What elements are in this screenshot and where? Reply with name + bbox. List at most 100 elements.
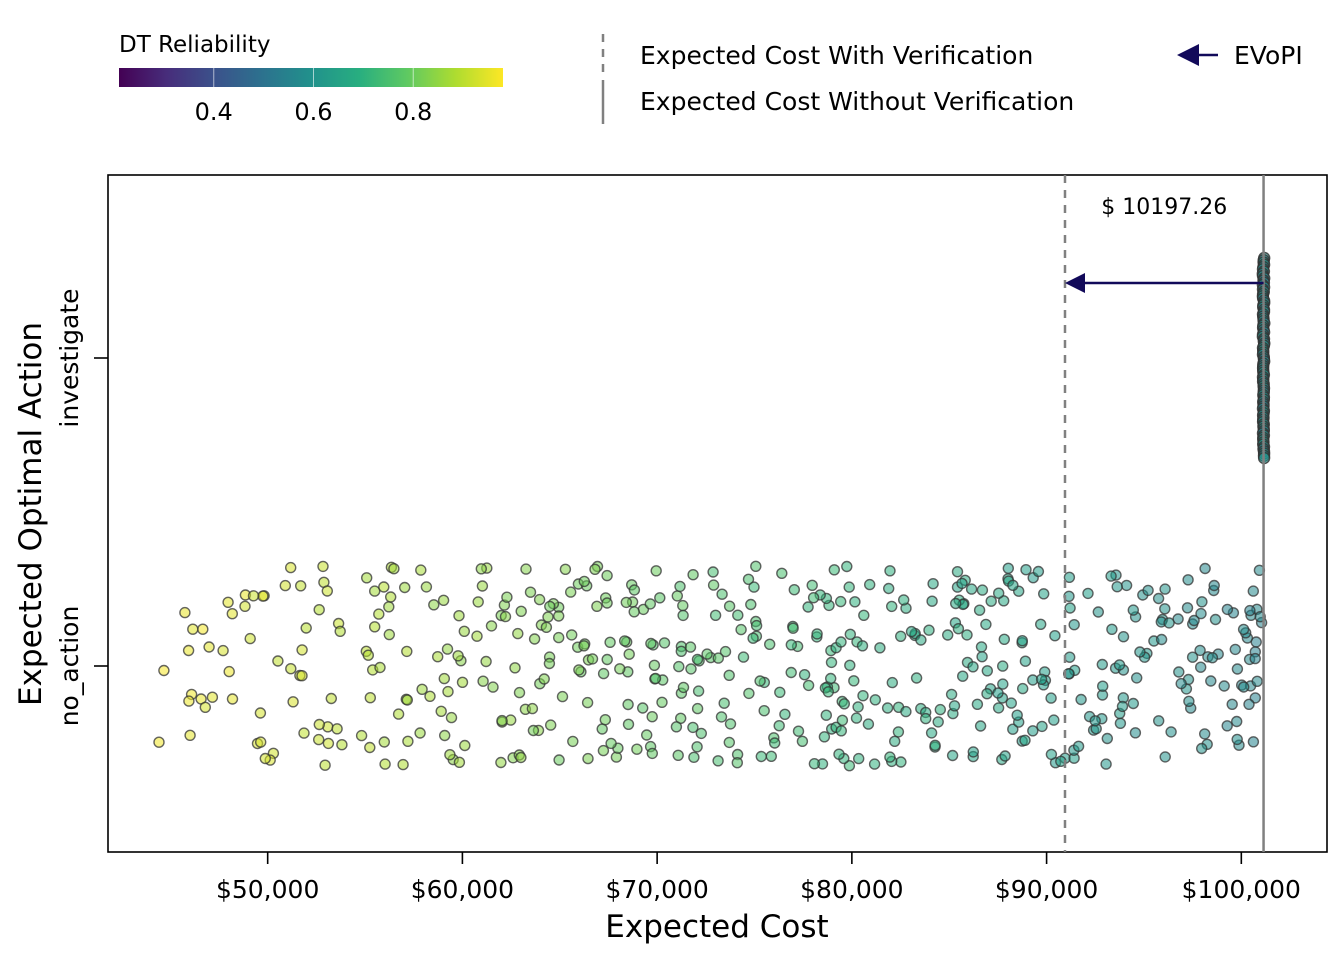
- scatter-point-no-action: [545, 719, 557, 731]
- scatter-point-no-action: [614, 663, 626, 675]
- scatter-point-no-action: [1196, 596, 1208, 608]
- legend-label-evopi: EVoPI: [1234, 41, 1303, 70]
- scatter-point-no-action: [1037, 588, 1050, 600]
- scatter-point-no-action: [701, 648, 713, 660]
- scatter-point-no-action: [975, 641, 988, 653]
- scatter-point-no-action: [1117, 631, 1130, 643]
- scatter-point-no-action: [1075, 693, 1087, 706]
- scatter-point-no-action: [589, 563, 601, 575]
- scatter-point-no-action: [712, 652, 724, 664]
- scatter-point-no-action: [787, 622, 799, 634]
- scatter-point-no-action: [849, 596, 861, 608]
- scatter-point-no-action: [742, 573, 755, 585]
- scatter-point-no-action: [644, 598, 656, 610]
- scatter-point-no-action: [515, 751, 527, 764]
- scatter-point-no-action: [764, 638, 776, 650]
- scatter-point-no-action: [153, 736, 165, 748]
- scatter-point-no-action: [825, 656, 838, 669]
- scatter-point-no-action: [886, 600, 898, 613]
- scatter-point-no-action: [825, 672, 837, 685]
- scatter-point-no-action: [604, 636, 616, 648]
- colorbar-tick-label: 0.8: [394, 98, 432, 126]
- scatter-point-no-action: [985, 595, 997, 607]
- scatter-point-no-action: [670, 721, 683, 733]
- scatter-point-no-action: [942, 629, 954, 641]
- x-axis-label: Expected Cost: [605, 909, 828, 945]
- scatter-point-no-action: [836, 714, 849, 726]
- scatter-point-no-action: [731, 757, 743, 769]
- scatter-point-no-action: [723, 736, 735, 749]
- scatter-point-no-action: [1134, 646, 1146, 658]
- scatter-point-no-action: [295, 580, 307, 592]
- scatter-point-no-action: [298, 727, 310, 739]
- scatter-point-no-action: [895, 630, 907, 642]
- scatter-point-no-action: [1221, 603, 1234, 616]
- scatter-point-no-action: [874, 642, 886, 654]
- x-tick-label: $80,000: [800, 875, 903, 904]
- scatter-point-no-action: [965, 583, 978, 595]
- scatter-point-no-action: [1186, 651, 1199, 663]
- scatter-point-no-action: [287, 696, 299, 708]
- scatter-point-no-action: [884, 565, 896, 577]
- scatter-point-no-action: [254, 707, 267, 719]
- scatter-point-no-action: [1159, 751, 1171, 763]
- scatter-point-no-action: [247, 590, 260, 602]
- scatter-point-no-action: [674, 580, 686, 593]
- scatter-point-no-action: [672, 749, 684, 761]
- scatter-point-no-action: [182, 644, 195, 657]
- x-tick-label: $70,000: [605, 875, 708, 904]
- scatter-point-no-action: [620, 596, 632, 609]
- colorbar-ticks: 0.4 0.6 0.8: [195, 68, 432, 126]
- scatter-point-no-action: [946, 749, 959, 762]
- scatter-point-no-action: [684, 641, 697, 653]
- scatter-point-no-action: [392, 708, 405, 720]
- scatter-point-no-action: [822, 686, 834, 698]
- scatter-point-no-action: [905, 625, 918, 638]
- scatter-point-no-action: [932, 716, 944, 728]
- scatter-point-no-action: [927, 578, 939, 590]
- scatter-point-no-action: [838, 698, 850, 710]
- x-tick-label: $60,000: [411, 875, 514, 904]
- scatter-point-no-action: [864, 578, 876, 591]
- scatter-point-no-action: [929, 739, 941, 751]
- scatter-point-no-action: [1208, 579, 1220, 592]
- scatter-point-no-action: [453, 610, 465, 622]
- scatter-point-no-action: [843, 581, 855, 593]
- scatter-point-no-action: [438, 672, 450, 685]
- scatter-point-no-action: [961, 629, 973, 641]
- scatter-point-no-action: [553, 610, 565, 622]
- scatter-point-no-action: [765, 750, 777, 762]
- scatter-point-no-action: [798, 669, 811, 681]
- scatter-point-no-action: [544, 600, 556, 613]
- scatter-point-no-action: [158, 664, 170, 677]
- scatter-point-no-action: [385, 591, 397, 603]
- scatter-point-no-action: [565, 586, 577, 598]
- scatter-point-no-action: [1249, 652, 1261, 665]
- scatter-point-no-action: [586, 653, 599, 665]
- scatter-point-no-action: [1230, 715, 1243, 728]
- scatter-point-no-action: [619, 635, 631, 647]
- scatter-point-no-action: [1152, 715, 1165, 727]
- scatter-point-no-action: [848, 675, 860, 687]
- scatter-point-no-action: [383, 601, 395, 613]
- scatter-point-no-action: [802, 601, 814, 613]
- scatter-point-no-action: [844, 628, 856, 640]
- scatter-point-no-action: [1096, 680, 1109, 692]
- scatter-point-no-action: [980, 618, 992, 631]
- scatter-point-no-action: [654, 592, 666, 604]
- colorbar-title: DT Reliability: [119, 32, 270, 58]
- scatter-point-no-action: [567, 735, 579, 748]
- scatter-point-no-action: [437, 594, 450, 606]
- scatter-point-no-action: [401, 694, 413, 706]
- scatter-point-no-action: [1100, 758, 1112, 770]
- scatter-point-no-action: [331, 723, 343, 735]
- scatter-point-no-action: [578, 575, 590, 588]
- scatter-point-no-action: [898, 594, 910, 606]
- scatter-point-no-action: [206, 691, 219, 703]
- scatter-point-no-action: [649, 672, 662, 685]
- scatter-point-no-action: [895, 756, 907, 768]
- scatter-point-no-action: [915, 634, 927, 646]
- scatter-point-no-action: [179, 606, 191, 619]
- scatter-point-no-action: [1063, 571, 1076, 583]
- scatter-point-no-action: [967, 661, 979, 673]
